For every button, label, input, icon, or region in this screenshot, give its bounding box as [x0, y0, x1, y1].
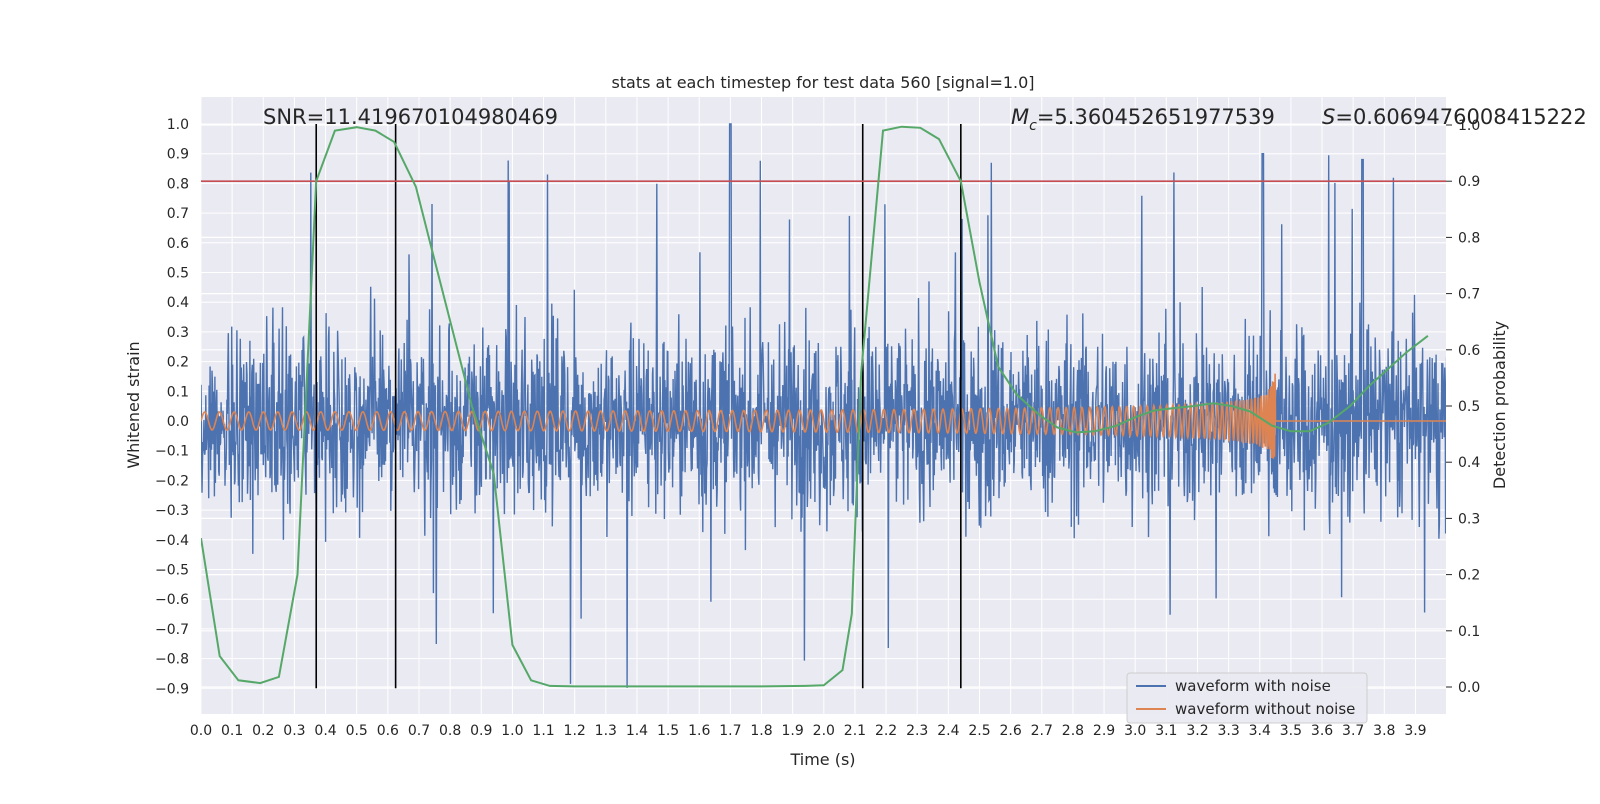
- x-tick-label: 3.2: [1186, 723, 1208, 739]
- x-tick-label: 0.1: [221, 723, 243, 739]
- x-tick-label: 0.8: [439, 723, 461, 739]
- y-tick-label-left: 0.0: [167, 414, 189, 430]
- x-tick-label: 3.3: [1217, 723, 1239, 739]
- x-tick-label: 2.2: [875, 723, 897, 739]
- y-axis-label-left: Whitened strain: [124, 341, 143, 468]
- x-tick-label: 2.7: [1031, 723, 1053, 739]
- x-tick-label: 0.3: [283, 723, 305, 739]
- x-tick-label: 1.2: [564, 723, 586, 739]
- y-tick-label-left: −0.8: [155, 652, 189, 668]
- x-tick-label: 1.7: [719, 723, 741, 739]
- x-tick-label: 1.9: [782, 723, 804, 739]
- x-tick-label: 1.4: [626, 723, 648, 739]
- x-tick-label: 2.3: [906, 723, 928, 739]
- legend-label-noise: waveform with noise: [1175, 677, 1331, 695]
- legend: waveform with noise waveform without noi…: [1126, 672, 1368, 724]
- y-tick-label-left: −0.9: [155, 681, 189, 697]
- s-value: =0.6069476008415222: [1335, 105, 1586, 129]
- x-tick-label: 1.5: [657, 723, 679, 739]
- x-tick-label: 1.0: [501, 723, 523, 739]
- chart-title: stats at each timestep for test data 560…: [611, 73, 1034, 92]
- x-tick-label: 3.8: [1373, 723, 1395, 739]
- waveform-without-noise-series: [201, 373, 1446, 459]
- x-tick-label: 1.6: [688, 723, 710, 739]
- x-tick-label: 0.6: [377, 723, 399, 739]
- y-tick-label-left: 1.0: [167, 117, 189, 133]
- x-tick-label: 0.4: [314, 723, 336, 739]
- y-tick-label-right: 0.2: [1458, 568, 1480, 584]
- y-tick-label-left: 0.3: [167, 325, 189, 341]
- y-tick-label-left: 0.7: [167, 206, 189, 222]
- x-tick-label: 1.3: [595, 723, 617, 739]
- x-tick-label: 3.0: [1124, 723, 1146, 739]
- y-tick-label-left: 0.2: [167, 355, 189, 371]
- right-y-axis-ticks: 1.0 0.9 0.8 0.7 0.6 0.5 0.4 0.3 0.2 0.1 0.0: [1446, 118, 1480, 696]
- y-tick-label-right: 0.6: [1458, 343, 1480, 359]
- x-tick-label: 3.7: [1342, 723, 1364, 739]
- y-tick-label-left: −0.3: [155, 503, 189, 519]
- x-tick-label: 1.8: [750, 723, 772, 739]
- left-y-axis-ticks: 1.0 0.9 0.8 0.7 0.6 0.5 0.4 0.3 0.2 0.1 0.0 −0.1 −0.…: [155, 117, 189, 697]
- x-tick-label: 0.9: [470, 723, 492, 739]
- x-tick-label: 2.8: [1062, 723, 1084, 739]
- x-tick-label: 0.0: [190, 723, 212, 739]
- y-tick-label-left: 0.1: [167, 384, 189, 400]
- y-tick-label-left: −0.7: [155, 622, 189, 638]
- y-tick-label-right: 0.7: [1458, 287, 1480, 303]
- y-tick-label-right: 0.1: [1458, 624, 1480, 640]
- x-tick-label: 2.5: [968, 723, 990, 739]
- legend-box: [1126, 672, 1368, 724]
- y-tick-label-right: 0.5: [1458, 399, 1480, 415]
- y-tick-label-right: 0.9: [1458, 174, 1480, 190]
- x-axis-ticks: 0.0 0.1 0.2 0.3 0.4 0.5 0.6 0.7 0.8 0.9 1.0 1.1 1.2 1…: [190, 723, 1427, 739]
- x-tick-label: 2.4: [937, 723, 959, 739]
- x-tick-label: 1.1: [532, 723, 554, 739]
- y-tick-label-left: 0.5: [167, 266, 189, 282]
- chirp-mass-symbol: M: [1011, 105, 1029, 129]
- x-tick-label: 2.6: [1000, 723, 1022, 739]
- x-tick-label: 0.7: [408, 723, 430, 739]
- y-tick-label-right: 0.4: [1458, 455, 1480, 471]
- y-tick-label-left: −0.4: [155, 533, 189, 549]
- y-tick-label-right: 1.0: [1458, 118, 1480, 134]
- y-tick-label-right: 0.0: [1458, 680, 1480, 696]
- y-tick-label-left: −0.6: [155, 592, 189, 608]
- detection-boundary-lines: [315, 124, 962, 689]
- x-tick-label: 2.9: [1093, 723, 1115, 739]
- y-tick-label-left: 0.4: [167, 295, 189, 311]
- clean-line: [201, 373, 1446, 459]
- legend-label-clean: waveform without noise: [1175, 700, 1355, 718]
- y-tick-label-right: 0.3: [1458, 511, 1480, 527]
- x-tick-label: 0.2: [252, 723, 274, 739]
- chirp-mass-annotation: Mc=5.360452651977539: [1011, 105, 1275, 134]
- x-tick-label: 3.9: [1404, 723, 1426, 739]
- probability-line: [201, 125, 1429, 688]
- y-tick-label-left: −0.5: [155, 563, 189, 579]
- y-tick-label-left: 0.9: [167, 147, 189, 163]
- x-tick-label: 3.5: [1280, 723, 1302, 739]
- chirp-mass-subscript: c: [1029, 118, 1037, 134]
- s-symbol: S: [1322, 105, 1335, 129]
- y-tick-label-left: 0.6: [167, 236, 189, 252]
- y-tick-label-left: −0.2: [155, 473, 189, 489]
- y-tick-label-left: 0.8: [167, 176, 189, 192]
- snr-annotation: SNR=11.419670104980469: [263, 105, 558, 129]
- x-tick-label: 2.0: [813, 723, 835, 739]
- chirp-mass-value: =5.360452651977539: [1037, 105, 1275, 129]
- x-axis-label: Time (s): [789, 750, 855, 769]
- detection-probability-series: [201, 125, 1429, 688]
- x-tick-label: 2.1: [844, 723, 866, 739]
- y-axis-label-right: Detection probability: [1490, 321, 1509, 489]
- y-tick-label-left: −0.1: [155, 444, 189, 460]
- x-tick-label: 3.6: [1311, 723, 1333, 739]
- x-tick-label: 3.1: [1155, 723, 1177, 739]
- x-tick-label: 0.5: [346, 723, 368, 739]
- x-tick-label: 3.4: [1249, 723, 1271, 739]
- s-annotation: S=0.6069476008415222: [1322, 105, 1587, 129]
- y-tick-label-right: 0.8: [1458, 230, 1480, 246]
